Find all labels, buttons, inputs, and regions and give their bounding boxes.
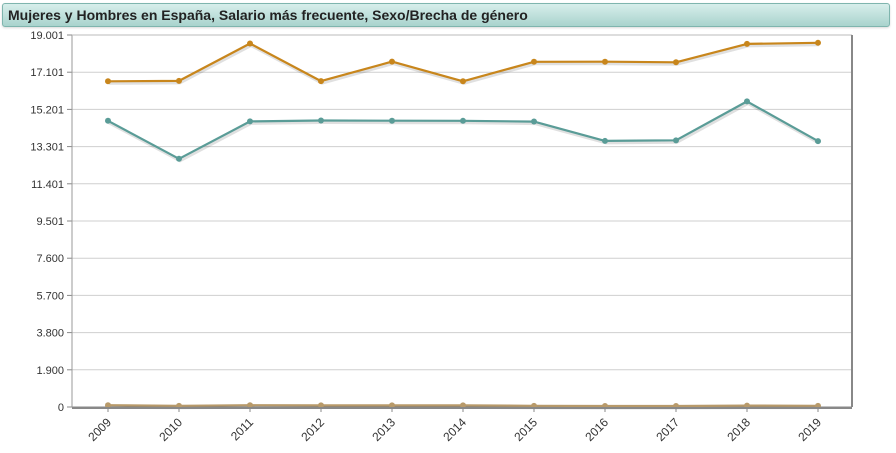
series-1-point — [460, 78, 466, 85]
y-tick-label: 11.401 — [31, 179, 64, 191]
series-2-point — [815, 138, 821, 145]
series-3-point — [247, 402, 253, 409]
y-tick-label: 0 — [58, 402, 64, 414]
series-2-point — [460, 117, 466, 124]
grid-lines — [67, 34, 852, 412]
series-2-point — [176, 155, 182, 162]
series-2-point — [105, 117, 111, 124]
series-1-point — [247, 40, 253, 47]
x-tick-label: 2011 — [228, 415, 256, 443]
x-tick-label: 2009 — [85, 415, 114, 444]
series-2-point — [602, 137, 608, 144]
series-3-point — [460, 402, 466, 409]
series-1-point — [744, 40, 750, 47]
x-tick-label: 2016 — [582, 415, 611, 444]
y-tick-label: 1.900 — [36, 365, 64, 377]
series-2-point — [318, 117, 324, 124]
y-tick-label: 5.700 — [36, 290, 64, 302]
y-tick-label: 13.301 — [30, 142, 64, 154]
plot-frame — [71, 34, 853, 409]
x-tick-label: 2013 — [369, 415, 398, 444]
y-tick-label: 17.101 — [30, 67, 64, 79]
y-tick-label: 19.001 — [30, 30, 64, 42]
series-2-point — [531, 118, 537, 125]
y-axis-ticks: 0 1.900 3.800 5.700 7.600 9.501 11.401 13.301 15… — [30, 30, 64, 414]
x-tick-label: 2010 — [156, 415, 185, 444]
x-tick-label: 2019 — [795, 415, 824, 444]
y-tick-label: 3.800 — [36, 328, 64, 340]
series-1-point — [176, 77, 182, 84]
chart-title: Mujeres y Hombres en España, Salario más… — [8, 7, 528, 23]
x-tick-label: 2015 — [511, 415, 540, 444]
series-1-point — [673, 59, 679, 66]
series-2-point — [389, 117, 395, 124]
series-1-point — [815, 39, 821, 46]
series-1-point — [602, 58, 608, 65]
series-2-point — [673, 137, 679, 144]
x-tick-label: 2018 — [724, 415, 753, 444]
series-1-point — [389, 58, 395, 65]
chart-title-bar: Mujeres y Hombres en España, Salario más… — [2, 3, 890, 27]
series-3-point — [389, 402, 395, 409]
x-tick-label: 2017 — [653, 415, 682, 444]
series-3-point — [318, 402, 324, 409]
series-2-point — [247, 118, 253, 125]
x-tick-label: 2012 — [298, 415, 327, 444]
y-tick-label: 15.201 — [30, 104, 64, 116]
y-tick-label: 9.501 — [36, 216, 64, 228]
series-1-point — [318, 78, 324, 85]
x-axis-ticks: 2009 2010 2011 2012 2013 2014 2015 2016 2017 2018… — [85, 415, 824, 444]
y-tick-label: 7.600 — [36, 253, 64, 265]
series-1-point — [531, 58, 537, 65]
series-3-point — [105, 402, 111, 409]
series-1-point — [105, 78, 111, 85]
series-2-point — [744, 98, 750, 105]
x-tick-label: 2014 — [440, 415, 469, 444]
